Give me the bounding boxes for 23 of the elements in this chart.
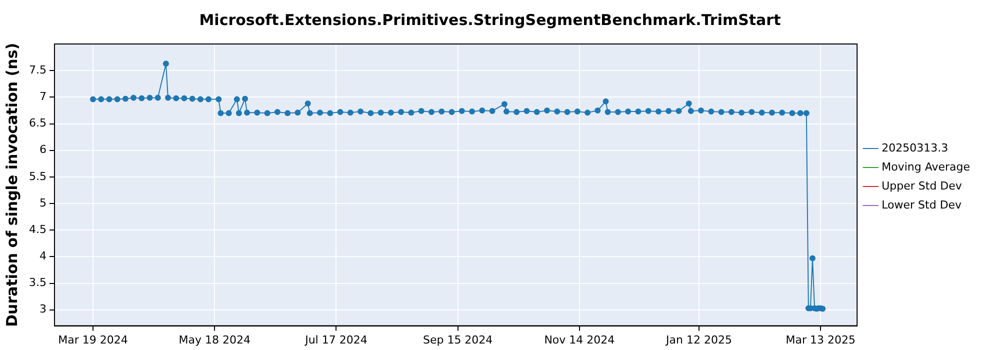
y-tick-label: 5.5 xyxy=(28,170,46,183)
x-tick-label: Jan 12 2025 xyxy=(665,333,732,346)
y-tick-label: 6 xyxy=(39,143,46,156)
y-tick-label: 3 xyxy=(39,302,46,316)
legend-label: Lower Std Dev xyxy=(882,198,962,212)
y-tick-label: 4 xyxy=(39,250,46,263)
legend-label: 20250313.3 xyxy=(882,141,948,154)
y-tick-label: 7 xyxy=(39,90,46,104)
x-tick-label: Sep 15 2024 xyxy=(422,333,493,346)
chart-title: Microsoft.Extensions.Primitives.StringSegmentBenchmark.TrimStart xyxy=(199,10,781,29)
x-tick-label: Nov 14 2024 xyxy=(544,333,615,346)
x-tick-label: Jul 17 2024 xyxy=(304,333,368,346)
x-tick-label: May 18 2024 xyxy=(178,333,250,346)
legend-label: Moving Average xyxy=(882,160,970,174)
x-tick-label: Mar 13 2025 xyxy=(786,333,856,346)
y-tick-label: 6.5 xyxy=(28,116,46,130)
y-tick-label: 4.5 xyxy=(28,222,46,236)
y-tick-label: 5 xyxy=(39,196,46,210)
legend-label: Upper Std Dev xyxy=(882,179,962,192)
y-tick-label: 3.5 xyxy=(28,276,46,290)
x-tick-label: Mar 19 2024 xyxy=(58,333,128,346)
y-tick-label: 7.5 xyxy=(28,63,46,76)
y-axis-title: Duration of single invocation (ns) xyxy=(2,42,21,327)
